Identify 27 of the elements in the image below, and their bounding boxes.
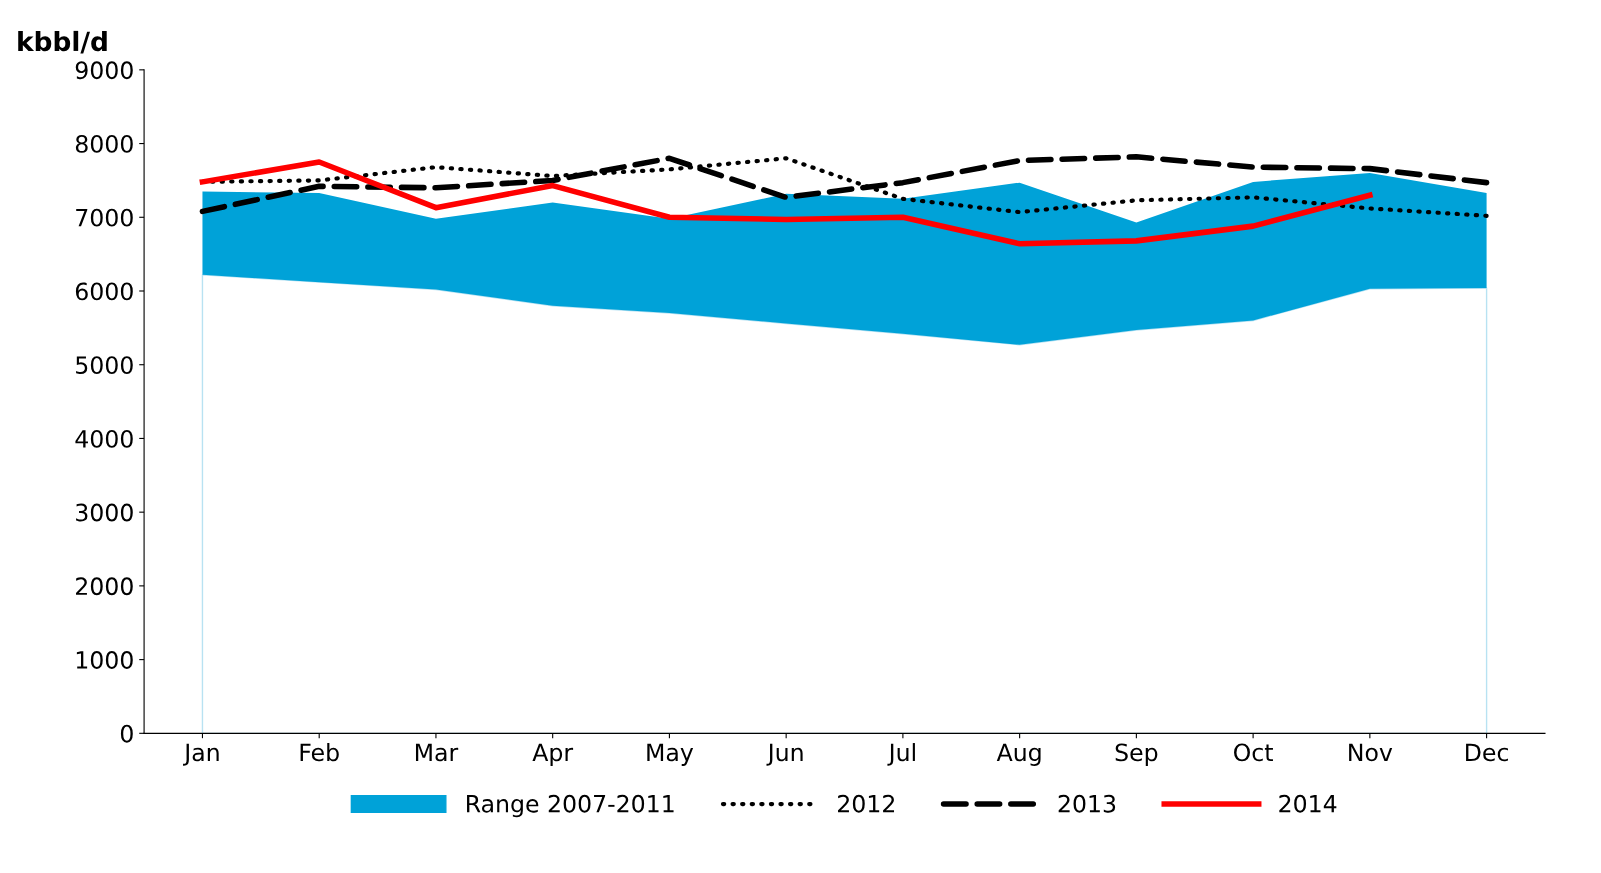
x-tick-label: Sep [1115, 743, 1158, 766]
x-tick-label: Jul [887, 743, 915, 766]
x-tick-label: Mar [415, 743, 459, 762]
y-tick-label: 8000 [75, 135, 133, 153]
y-tick-label: 5000 [76, 356, 133, 375]
x-tick-label: Apr [532, 743, 574, 766]
x-tick-label: Aug [996, 743, 1041, 766]
y-tick-label: 7000 [76, 208, 133, 227]
legend-label: Range 2007-2011 [467, 794, 674, 818]
y-axis-title: kbbl/d [18, 30, 107, 54]
x-tick-label: Jan [183, 743, 219, 766]
y-tick-label: 3000 [76, 503, 133, 522]
x-tick-label: Jun [766, 743, 803, 766]
legend-label: 2014 [1279, 794, 1337, 813]
legend-label: 2012 [838, 794, 895, 813]
y-tick-label: 0 [120, 724, 133, 743]
y-tick-label: 6000 [75, 282, 133, 301]
x-tick-label: Oct [1234, 743, 1273, 762]
y-tick-label: 1000 [76, 651, 133, 669]
x-tick-label: Nov [1349, 743, 1393, 762]
x-tick-label: Dec [1466, 743, 1508, 762]
y-tick-label: 2000 [76, 577, 133, 596]
y-tick-label: 9000 [75, 61, 133, 80]
x-tick-label: Feb [300, 743, 339, 762]
x-tick-label: May [647, 743, 694, 766]
legend-label: 2013 [1058, 794, 1116, 813]
y-tick-label: 4000 [75, 429, 133, 448]
